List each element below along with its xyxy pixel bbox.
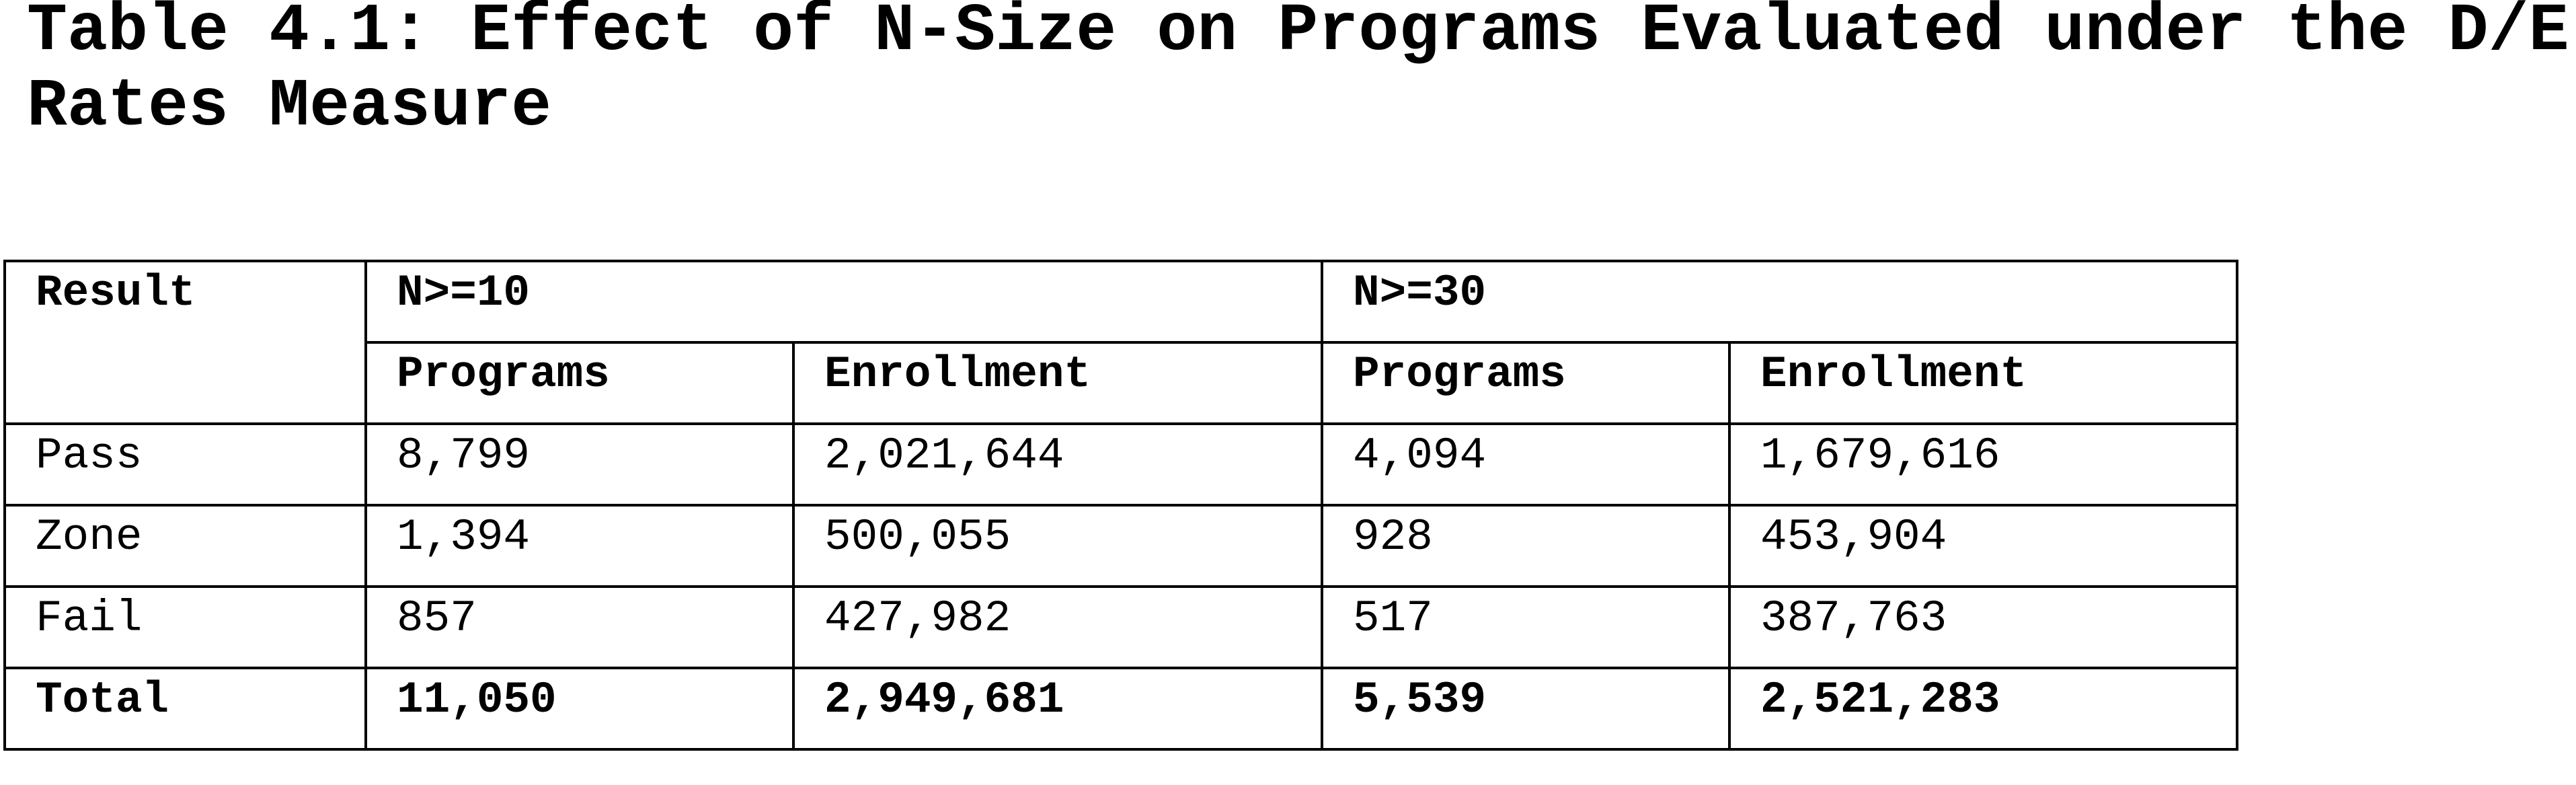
table-cell: 8,799 [364, 422, 795, 507]
column-header: Programs [1321, 341, 1731, 425]
header-cell: Result [3, 260, 367, 425]
table-cell: 387,763 [1728, 585, 2239, 669]
results-table: Result N>=10 N>=30 Programs Enrollment Progra… [3, 260, 2239, 751]
table-row: Total 11,050 2,949,681 5,539 2,521,283 [3, 667, 2239, 751]
table-cell: 2,021,644 [791, 422, 1324, 507]
table-cell: Zone [3, 504, 367, 588]
group-header: N>=30 [1321, 260, 2239, 344]
title: Table 4.1: Effect of N-Size on Programs … [27, 0, 2569, 145]
column-header: Enrollment [1728, 341, 2239, 425]
table-cell: 928 [1321, 504, 1731, 588]
table-cell: Fail [3, 585, 367, 669]
table-row: Zone 1,394 500,055 928 453,904 [3, 504, 2239, 588]
total-cell: 5,539 [1321, 667, 1731, 751]
table-cell: 427,982 [791, 585, 1324, 669]
table-cell: 500,055 [791, 504, 1324, 588]
table-row: Fail 857 427,982 517 387,763 [3, 585, 2239, 669]
table-cell: 453,904 [1728, 504, 2239, 588]
table-cell: Pass [3, 422, 367, 507]
table-cell: 1,394 [364, 504, 795, 588]
column-header: Enrollment [791, 341, 1324, 425]
table-cell: 857 [364, 585, 795, 669]
table-row: Result N>=10 N>=30 [3, 260, 2239, 425]
total-cell: 11,050 [364, 667, 795, 751]
table-cell: 1,679,616 [1728, 422, 2239, 507]
table-row: Pass 8,799 2,021,644 4,094 1,679,616 [3, 422, 2239, 507]
group-header: N>=10 [364, 260, 1324, 344]
total-cell: 2,949,681 [791, 667, 1324, 751]
table-cell: 4,094 [1321, 422, 1731, 507]
column-header: Programs [364, 341, 795, 425]
table-cell: 517 [1321, 585, 1731, 669]
table-row: Programs Enrollment Programs Enrollment [5, 341, 2239, 425]
total-cell: Total [3, 667, 367, 751]
total-cell: 2,521,283 [1728, 667, 2239, 751]
